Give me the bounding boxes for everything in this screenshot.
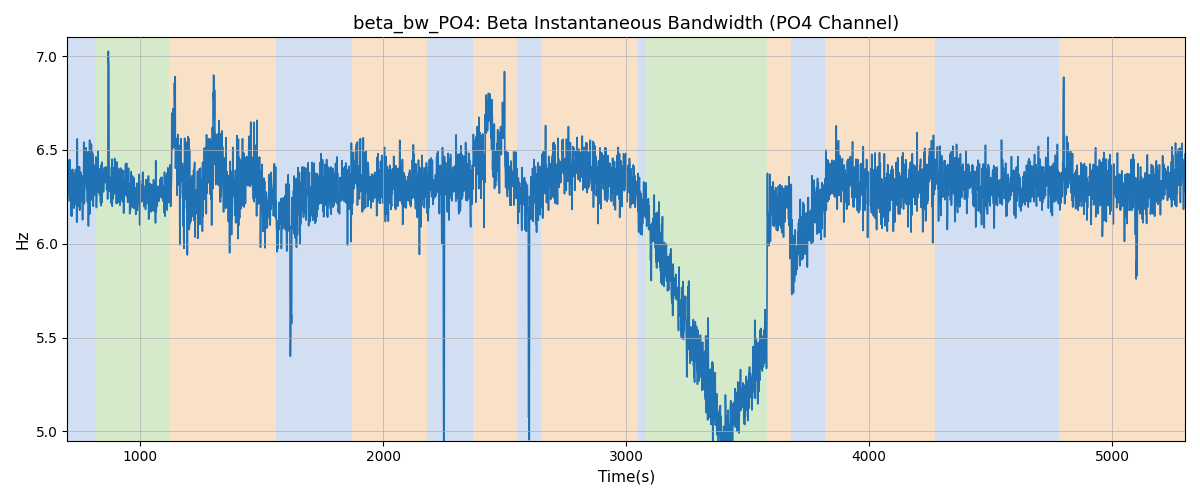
Bar [473,38,517,440]
Title: beta_bw_PO4: Beta Instantaneous Bandwidth (PO4 Channel): beta_bw_PO4: Beta Instantaneous Bandwidt… [353,15,899,34]
Bar [791,38,826,440]
Bar [276,38,352,440]
Bar [826,38,935,440]
Bar [541,38,638,440]
Bar [67,38,96,440]
Bar [767,38,791,440]
Bar [352,38,427,440]
Bar [1058,38,1186,440]
Bar [935,38,1058,440]
Bar [646,38,767,440]
Bar [169,38,276,440]
Bar [427,38,473,440]
X-axis label: Time(s): Time(s) [598,470,655,485]
Bar [96,38,169,440]
Y-axis label: Hz: Hz [16,230,30,249]
Bar [517,38,541,440]
Bar [638,38,646,440]
